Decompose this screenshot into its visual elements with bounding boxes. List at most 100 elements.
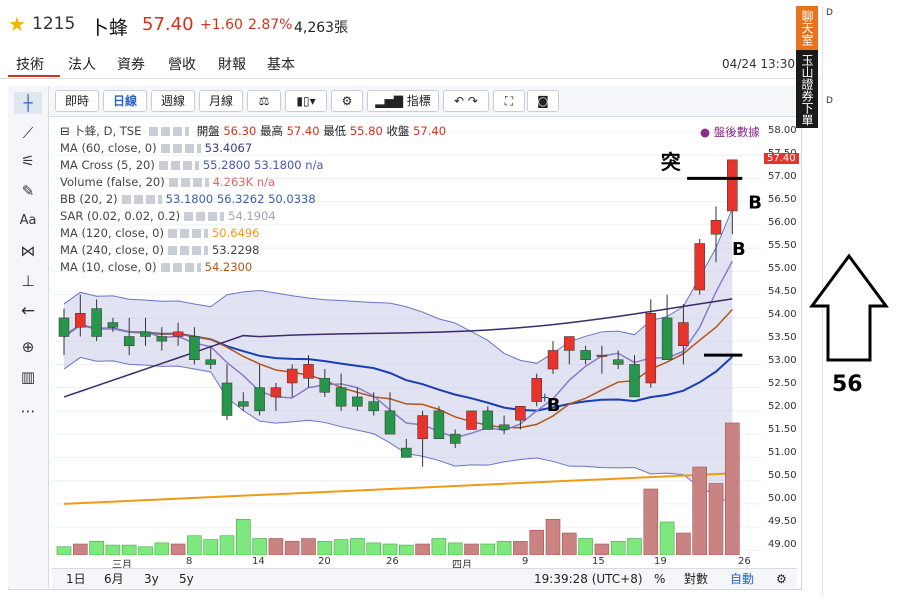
camera-icon[interactable]: ◙ [527, 90, 559, 112]
candle-body [629, 364, 640, 398]
indicators-button[interactable]: ▂▅▇ 指標 [367, 90, 439, 112]
price-tick: 53.00 [768, 355, 797, 366]
range-5y[interactable]: 5y [179, 572, 194, 586]
legend-collapse-icon[interactable]: ⊟ [60, 124, 74, 138]
tab-financials[interactable]: 財報 [218, 57, 246, 73]
intraday-button[interactable]: 即時 [55, 90, 99, 112]
range-3y[interactable]: 3y [144, 572, 159, 586]
trend-line-icon[interactable]: ⟋ [22, 124, 34, 142]
legend-indicator-row[interactable]: BB (20, 2) 53.1800 56.3262 50.0338 [60, 192, 316, 206]
volume-bar [578, 538, 593, 555]
legend-low-label: 最低 [323, 124, 347, 138]
candle-body [91, 308, 102, 337]
more-tools-icon[interactable]: ⋯ [20, 402, 36, 420]
date-tick: 26 [738, 556, 751, 567]
indicator-controls-icon[interactable] [168, 178, 209, 187]
indicator-controls-icon[interactable] [160, 144, 201, 153]
legend-indicator-row[interactable]: MA (60, close, 0) 53.4067 [60, 141, 252, 155]
bollinger-upper-line [63, 208, 733, 364]
volume-bar [659, 521, 675, 555]
price-tick: 57.00 [768, 171, 797, 182]
volume-bar [480, 543, 496, 555]
auto-toggle[interactable]: 自動 [730, 572, 755, 586]
candle-body [417, 415, 428, 440]
broker-order-button[interactable]: 玉山證券下單 [800, 54, 814, 126]
indicator-name: Volume (false, 20) [60, 175, 165, 189]
volume-bar [350, 538, 365, 555]
scale-settings-icon[interactable]: ⚙ [776, 572, 787, 586]
price-tick: 54.00 [768, 309, 797, 320]
zoom-icon[interactable]: ⊕ [21, 338, 35, 356]
volume-bar [431, 538, 447, 555]
percent-toggle[interactable]: % [654, 572, 666, 586]
volume-bar [317, 540, 333, 555]
measure-icon[interactable]: ⊥ [21, 272, 35, 290]
tab-basics[interactable]: 基本 [267, 57, 295, 73]
back-arrow-icon[interactable]: ← [20, 301, 36, 321]
volume-bar [529, 529, 545, 555]
legend-indicator-row[interactable]: MA (240, close, 0) 53.2298 [60, 243, 260, 257]
indicator-controls-icon[interactable] [184, 212, 225, 221]
ruler-icon[interactable]: ▥ [20, 368, 36, 386]
crosshair-icon[interactable]: ┼ [14, 92, 42, 114]
candle-body [727, 159, 738, 212]
volume-bar [333, 539, 349, 555]
candle-body [140, 331, 151, 337]
volume-bar [105, 544, 121, 555]
volume-bar [284, 540, 300, 555]
candle-body [205, 359, 216, 365]
legend-open-label: 開盤 [196, 124, 220, 138]
monthly-button[interactable]: 月線 [199, 90, 243, 112]
volume-bar [121, 544, 137, 555]
after-hours-link[interactable]: ● 盤後數據 [700, 124, 760, 140]
indicator-controls-icon[interactable] [158, 161, 199, 170]
pattern-icon[interactable]: ⋈ [20, 242, 36, 260]
indicator-values: 53.2298 [211, 243, 260, 257]
fib-icon[interactable]: ⚟ [21, 152, 35, 170]
log-toggle[interactable]: 對數 [684, 572, 709, 586]
date-tick: 19 [654, 556, 667, 567]
undo-redo-icon[interactable]: ↶ ↷ [443, 90, 489, 112]
legend-indicator-row[interactable]: SAR (0.02, 0.02, 0.2) 54.1904 [60, 209, 276, 223]
tab-institutional[interactable]: 法人 [68, 57, 96, 73]
legend-controls-icon[interactable] [149, 127, 190, 136]
text-tool-icon[interactable]: Aa [19, 213, 37, 228]
legend-indicator-row[interactable]: MA Cross (5, 20) 55.2800 53.1800 n/a [60, 158, 324, 172]
date-tick: 14 [252, 556, 265, 567]
indicator-controls-icon[interactable] [167, 229, 208, 238]
candle-body [221, 382, 233, 416]
indicator-controls-icon[interactable] [160, 263, 201, 272]
legend-main: ⊟ 卜蜂, D, TSE 開盤 56.30 最高 57.40 最低 55.80 … [60, 124, 446, 138]
legend-indicator-row[interactable]: Volume (false, 20) 4.263K n/a [60, 175, 275, 189]
price-tick: 56.50 [768, 194, 797, 205]
stock-code: 1215 [32, 14, 76, 34]
fullscreen-icon[interactable]: ⛶ [493, 90, 525, 112]
legend-indicator-row[interactable]: MA (120, close, 0) 50.6496 [60, 226, 260, 240]
brush-icon[interactable]: ✎ [21, 182, 35, 200]
indicator-controls-icon[interactable] [167, 246, 208, 255]
legend-high-label: 最高 [259, 124, 283, 138]
indicator-name: MA (10, close, 0) [60, 260, 157, 274]
compare-icon[interactable]: ⚖ [247, 90, 281, 112]
bollinger-lower-line [63, 356, 733, 506]
chart-type-icon[interactable]: ▮▯▾ [285, 90, 327, 112]
chat-room-button[interactable]: 聊天室 [796, 6, 818, 50]
tab-margin[interactable]: 資券 [117, 57, 145, 73]
tab-revenue[interactable]: 營收 [168, 57, 196, 73]
range-1d[interactable]: 1日 [66, 572, 86, 586]
current-price-label: 57.40 [764, 153, 799, 164]
date-axis: 三月 8 14 20 26 四月 9 15 19 26 [52, 555, 762, 571]
weekly-button[interactable]: 週線 [151, 90, 195, 112]
legend-indicator-row[interactable]: MA (10, close, 0) 54.2300 [60, 260, 252, 274]
settings-gear-icon[interactable]: ⚙ [331, 90, 363, 112]
favorite-star-icon[interactable]: ★ [8, 12, 26, 36]
price-tick: 50.00 [768, 493, 797, 504]
tab-technical[interactable]: 技術 [16, 57, 44, 73]
indicator-controls-icon[interactable] [121, 195, 162, 204]
after-hours-dot-icon: ● [700, 125, 714, 139]
volume-bar [154, 542, 170, 555]
volume-bar [447, 542, 463, 555]
range-6m[interactable]: 6月 [104, 572, 124, 586]
daily-button[interactable]: 日線 [103, 90, 147, 112]
